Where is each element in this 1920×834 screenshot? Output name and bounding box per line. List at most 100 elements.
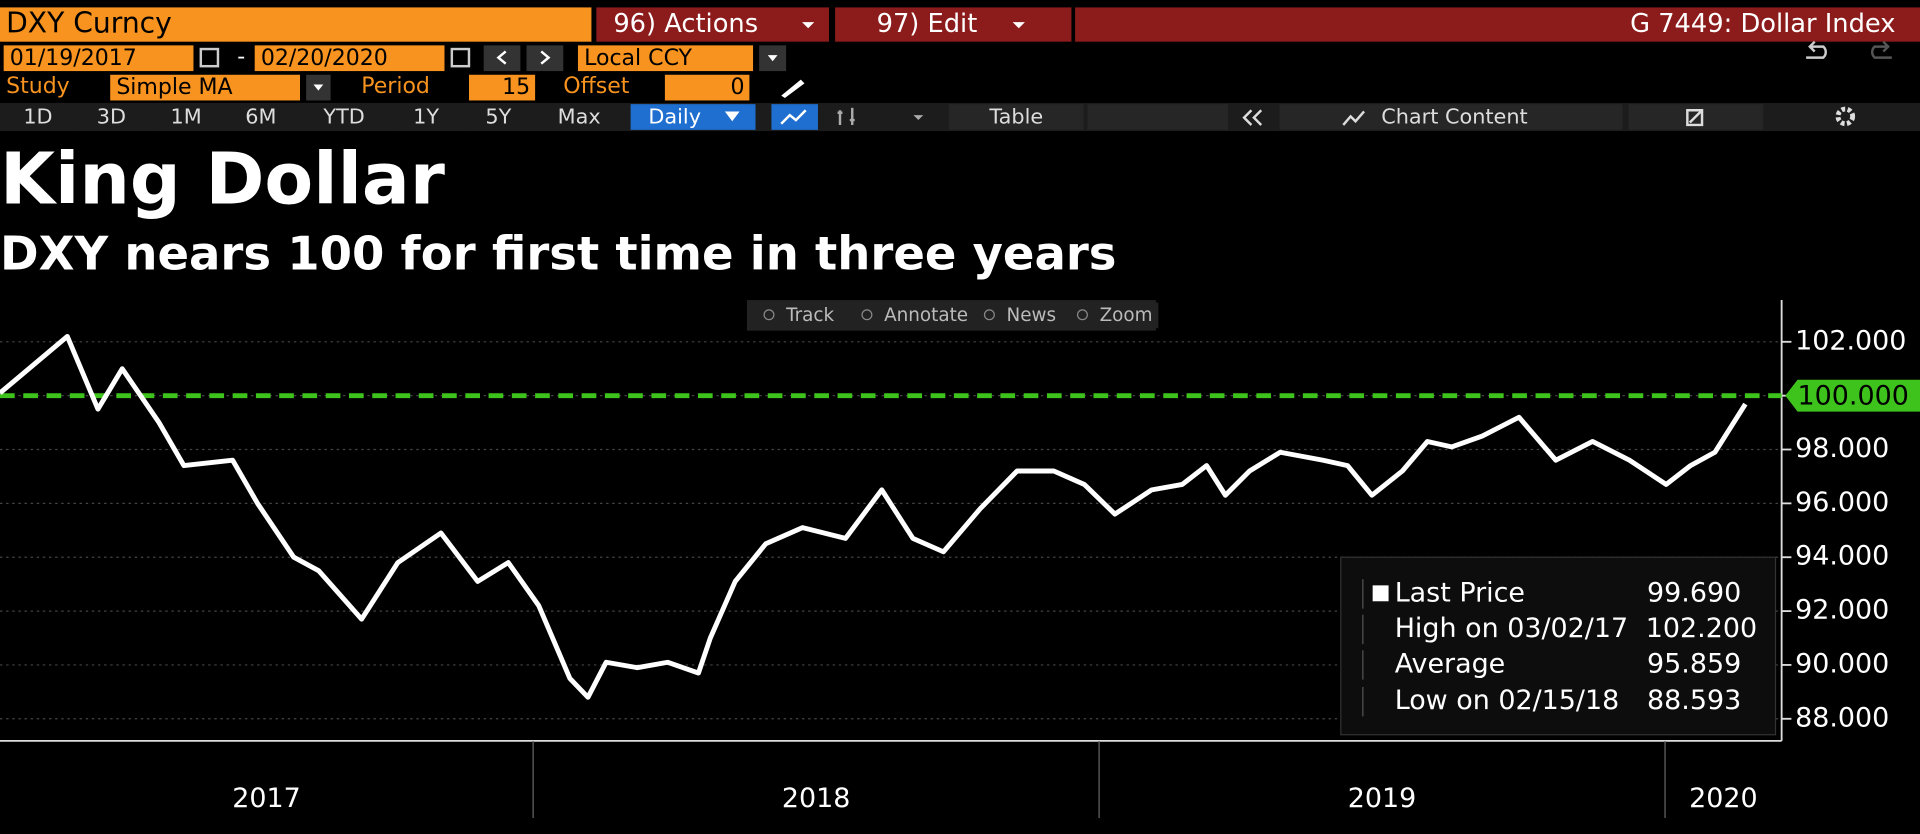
line-icon bbox=[780, 109, 807, 125]
dropdown-arrow bbox=[802, 22, 815, 29]
period-field[interactable] bbox=[468, 74, 536, 101]
chart-tool-icon bbox=[1076, 309, 1088, 321]
dropdown-arrow bbox=[913, 115, 924, 121]
range-button[interactable] bbox=[153, 104, 220, 130]
date-separator: - bbox=[237, 45, 245, 70]
range: 3D bbox=[97, 105, 126, 129]
chart-tool: News bbox=[1007, 305, 1057, 326]
range-button[interactable] bbox=[4, 104, 72, 130]
spacer bbox=[1087, 104, 1229, 130]
range-button[interactable] bbox=[393, 104, 460, 130]
prev-arrow bbox=[496, 50, 507, 65]
legend-box bbox=[1340, 556, 1777, 736]
y-tick-label: 92.000 bbox=[1795, 595, 1889, 626]
study-label: Study bbox=[6, 74, 70, 99]
offset-field[interactable] bbox=[664, 74, 750, 101]
y-tick-label: 96.000 bbox=[1795, 487, 1889, 518]
legend-label: High on 03/02/17 bbox=[1395, 613, 1628, 644]
range: 1D bbox=[23, 105, 52, 129]
range: 5Y bbox=[485, 105, 511, 129]
next-arrow bbox=[540, 50, 551, 65]
chart-tool: Annotate bbox=[884, 305, 968, 326]
chart-tool: Zoom bbox=[1100, 305, 1153, 326]
bar-icon[interactable] bbox=[837, 107, 855, 125]
prev-button[interactable] bbox=[483, 45, 521, 72]
price-line bbox=[0, 333, 1748, 700]
study: Simple MA bbox=[116, 75, 232, 100]
actions-menu[interactable] bbox=[596, 7, 829, 42]
calendar-icon[interactable] bbox=[450, 47, 471, 68]
pen-icon[interactable] bbox=[781, 79, 805, 99]
range-button[interactable] bbox=[78, 104, 145, 130]
legend-value: 99.690 bbox=[1647, 577, 1741, 608]
y-tick-label: 94.000 bbox=[1795, 541, 1889, 572]
collapse-icon[interactable] bbox=[1242, 109, 1263, 126]
redo-icon[interactable] bbox=[1870, 40, 1892, 59]
edit-icon bbox=[1686, 109, 1704, 127]
end-date: 02/20/2020 bbox=[261, 46, 388, 71]
chart-tool-icon bbox=[763, 309, 775, 321]
range-button[interactable] bbox=[546, 104, 613, 130]
chart-content-button[interactable] bbox=[1279, 104, 1623, 130]
security: DXY Curncy bbox=[6, 7, 172, 40]
range-button[interactable] bbox=[311, 104, 378, 130]
legend-label: Low on 02/15/18 bbox=[1395, 685, 1620, 716]
legend-value: 95.859 bbox=[1647, 648, 1741, 679]
frequency: Daily bbox=[648, 105, 701, 129]
y-tick-label: 90.000 bbox=[1795, 648, 1889, 679]
reference-tag bbox=[1785, 379, 1920, 412]
x-tick-label: 2020 bbox=[1689, 783, 1758, 814]
table-button[interactable] bbox=[948, 104, 1084, 130]
offset-label: Offset bbox=[563, 74, 630, 99]
page-title: G 7449: Dollar Index bbox=[1630, 9, 1895, 39]
dropdown-arrow bbox=[1012, 22, 1025, 29]
range: YTD bbox=[322, 105, 364, 129]
page-bar bbox=[1075, 7, 1920, 42]
x-tick-label: 2017 bbox=[232, 783, 301, 814]
chart-tool-icon bbox=[861, 309, 873, 321]
range: 6M bbox=[245, 105, 276, 129]
x-tick-label: 2019 bbox=[1348, 783, 1417, 814]
range-button[interactable] bbox=[465, 104, 532, 130]
chart-subtitle: DXY nears 100 for first time in three ye… bbox=[0, 227, 1117, 281]
reference-label: 100.000 bbox=[1798, 380, 1909, 411]
offset: 0 bbox=[730, 75, 744, 100]
currency: Local CCY bbox=[584, 46, 692, 71]
legend-value: 102.200 bbox=[1646, 613, 1757, 644]
chart-tool: Track bbox=[785, 305, 834, 326]
table: Table bbox=[988, 105, 1043, 129]
chart-type-button[interactable] bbox=[771, 104, 818, 130]
range-button[interactable] bbox=[227, 104, 294, 130]
range: 1M bbox=[171, 105, 202, 129]
end-date-field[interactable] bbox=[254, 45, 445, 72]
edit: 97) Edit bbox=[877, 9, 978, 39]
legend-value: 88.593 bbox=[1647, 685, 1741, 716]
start-date: 01/19/2017 bbox=[10, 46, 137, 71]
study-field[interactable] bbox=[110, 74, 301, 101]
y-tick-label: 102.000 bbox=[1795, 325, 1906, 356]
period-label: Period bbox=[361, 74, 430, 99]
x-tick-label: 2018 bbox=[782, 783, 851, 814]
y-tick-label: 98.000 bbox=[1795, 433, 1889, 464]
chart-content-icon bbox=[1342, 110, 1366, 126]
start-date-field[interactable] bbox=[3, 45, 194, 72]
chart-content: Chart Content bbox=[1381, 105, 1527, 129]
chart-tool-icon bbox=[983, 309, 995, 321]
legend-swatch bbox=[1372, 585, 1389, 602]
currency-field[interactable] bbox=[577, 45, 754, 72]
dropdown-arrow bbox=[724, 111, 740, 122]
settings-icon[interactable] bbox=[1835, 106, 1856, 127]
calendar-icon[interactable] bbox=[199, 47, 220, 68]
edit-menu[interactable] bbox=[835, 7, 1072, 42]
legend-label: Average bbox=[1395, 648, 1506, 679]
undo-icon[interactable] bbox=[1806, 40, 1827, 59]
next-button[interactable] bbox=[526, 45, 564, 72]
chart-title: King Dollar bbox=[0, 137, 445, 220]
legend-label: Last Price bbox=[1395, 577, 1525, 608]
security-field[interactable] bbox=[0, 7, 592, 42]
range: 1Y bbox=[413, 105, 439, 129]
range: Max bbox=[558, 105, 601, 129]
dropdown-arrow bbox=[313, 84, 324, 91]
